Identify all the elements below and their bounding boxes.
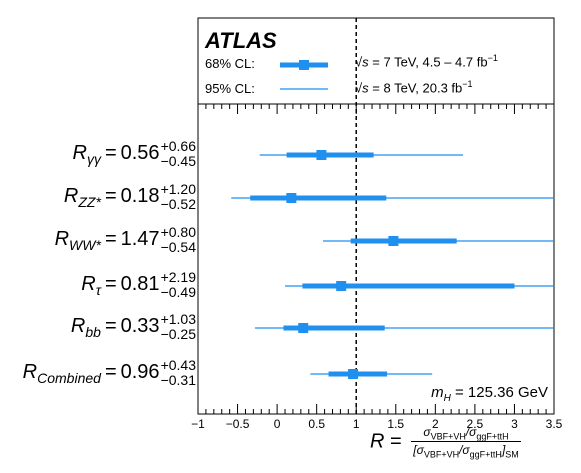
cl68-bar <box>283 325 385 331</box>
row-symbol: R <box>81 272 96 295</box>
x-tick-label: 0.5 <box>308 417 325 431</box>
central-marker <box>286 193 297 203</box>
row-label: Rγγ = 0.56 +0.66 −0.45 <box>72 139 196 168</box>
row-label: Rbb = 0.33 +1.03 −0.25 <box>71 312 196 341</box>
central-marker <box>336 281 347 291</box>
x-tick-label: 2 <box>431 417 439 431</box>
legend-run2-text: = 8 TeV, 20.3 fb <box>372 80 463 96</box>
row-channel: bb <box>85 323 101 340</box>
sqrt-s-symbol: √s <box>355 54 369 70</box>
row-value: 1.47 <box>120 227 160 250</box>
row-equals: = <box>104 141 117 164</box>
row-errors: +0.43 −0.31 <box>160 357 196 388</box>
row-symbol: R <box>72 141 87 164</box>
x-tick-label: −0.5 <box>225 417 250 431</box>
row-label: RCombined = 0.96 +0.43 −0.31 <box>23 358 196 387</box>
higgs-mass-annotation: mH = 125.36 GeV <box>431 384 548 404</box>
axis-ticks <box>197 104 555 414</box>
row-value: 0.81 <box>120 272 160 295</box>
row-errors: +1.20 −0.52 <box>160 181 196 212</box>
row-symbol: R <box>54 227 70 250</box>
x-tick-label: 1 <box>352 417 360 431</box>
row-equals: = <box>104 227 117 250</box>
row-symbol: R <box>22 360 38 383</box>
row-label: Rτ = 0.81 +2.19 −0.49 <box>81 270 196 299</box>
row-channel: Combined <box>37 369 101 386</box>
row-equals: = <box>104 184 117 207</box>
row-value: 0.33 <box>120 314 160 337</box>
row-value: 0.96 <box>120 360 160 383</box>
x-tick-label: −1 <box>191 417 205 431</box>
legend-run1: √s = 7 TeV, 4.5 – 4.7 fb−1 <box>355 53 498 69</box>
x-tick-label: 2.5 <box>466 417 484 431</box>
sqrt-s-symbol: √s <box>355 80 369 96</box>
row-symbol: R <box>63 184 79 207</box>
row-errors: +0.66 −0.45 <box>160 138 196 169</box>
row-channel: ZZ* <box>78 193 101 210</box>
x-tick-label: 0 <box>273 417 281 431</box>
row-label: RWW* = 1.47 +0.80 −0.54 <box>55 225 196 254</box>
legend-markers <box>280 60 328 90</box>
legend-run1-inv: −1 <box>487 53 498 63</box>
x-tick-label: 3 <box>511 417 518 431</box>
central-marker <box>298 323 309 333</box>
legend-68-label: 68% CL: <box>205 56 255 71</box>
legend-68-marker <box>299 60 309 70</box>
cl68-bar <box>250 195 387 201</box>
central-marker <box>348 369 359 379</box>
plot-frame <box>197 17 555 415</box>
experiment-label: ATLAS <box>205 28 277 53</box>
x-axis-label: R = σVBF+VH/σggF+ttH [σVBF+VH/σggF+ttH]S… <box>370 425 521 460</box>
row-symbol: R <box>70 314 86 337</box>
row-errors: +2.19 −0.49 <box>160 269 196 300</box>
row-channel: WW* <box>69 236 101 253</box>
legend-95-label: 95% CL: <box>205 81 255 96</box>
row-errors: +1.03 −0.25 <box>160 311 196 342</box>
data-series <box>231 150 554 379</box>
cl68-bar <box>286 152 374 158</box>
cl68-bar <box>350 238 457 244</box>
legend-run2-inv: −1 <box>462 79 473 89</box>
central-marker <box>388 236 399 246</box>
row-value: 0.56 <box>120 141 160 164</box>
legend-run1-text: = 7 TeV, 4.5 – 4.7 fb <box>372 54 488 70</box>
row-channel: τ <box>95 281 101 298</box>
row-label: RZZ* = 0.18 +1.20 −0.52 <box>64 182 196 211</box>
row-equals: = <box>104 272 117 295</box>
row-equals: = <box>104 314 117 337</box>
row-channel: γγ <box>86 150 101 167</box>
legend-run2: √s = 8 TeV, 20.3 fb−1 <box>355 79 473 95</box>
x-tick-label: 1.5 <box>387 417 405 431</box>
central-marker <box>316 150 327 160</box>
row-equals: = <box>104 360 117 383</box>
row-value: 0.18 <box>120 184 160 207</box>
cl68-bar <box>302 283 515 289</box>
row-errors: +0.80 −0.54 <box>160 224 196 255</box>
x-tick-label: 3.5 <box>545 417 563 431</box>
